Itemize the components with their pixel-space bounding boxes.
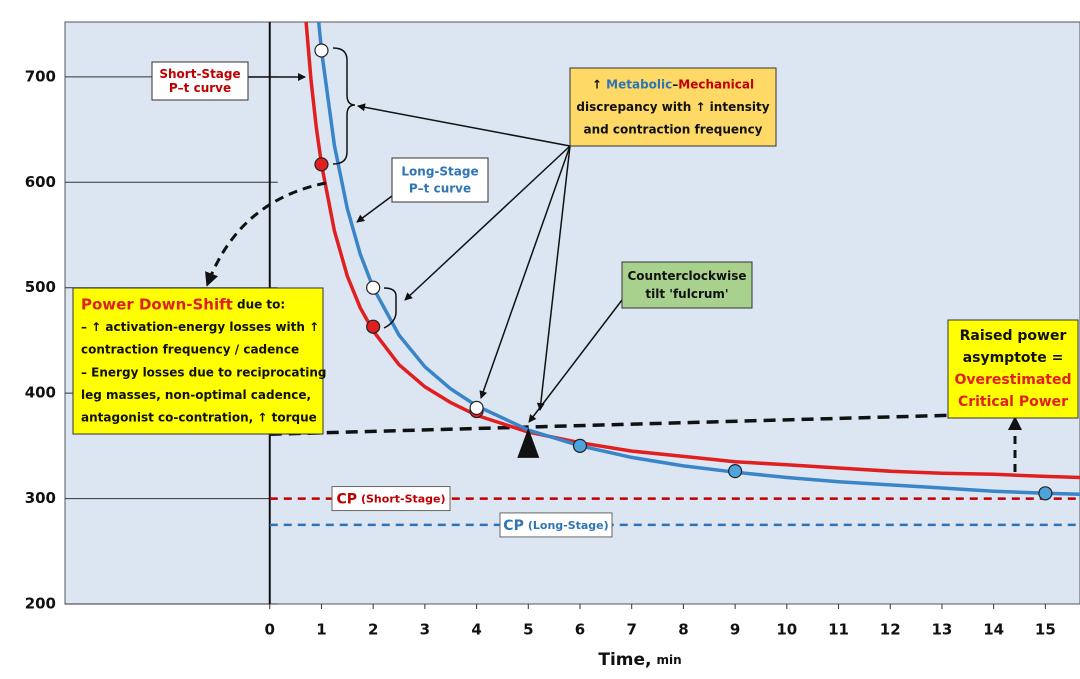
x-tick-label: 1 xyxy=(316,621,326,639)
annotation-text: – xyxy=(672,77,678,91)
x-tick-label: 7 xyxy=(626,621,636,639)
y-tick-label: 500 xyxy=(25,278,56,296)
cp-label: CP (Short-Stage) xyxy=(336,492,445,508)
annotation-text: Metabolic xyxy=(606,77,672,91)
annotation-text: contraction frequency / cadence xyxy=(81,342,299,356)
arrows xyxy=(205,47,1022,472)
x-tick-label: 0 xyxy=(265,621,275,639)
x-tick-label: 13 xyxy=(932,621,953,639)
annotation-line: Overestimated xyxy=(955,372,1072,388)
x-tick-label: 2 xyxy=(368,621,378,639)
x-tick-label: 6 xyxy=(575,621,585,639)
annotation-text: P–t curve xyxy=(169,81,231,95)
annotation-line: – ↑ activation-energy losses with ↑ xyxy=(81,320,319,334)
annotation-line: contraction frequency / cadence xyxy=(81,342,299,356)
annotation-line: P–t curve xyxy=(409,181,471,195)
x-tick-label: 3 xyxy=(420,621,430,639)
annotation-line: Critical Power xyxy=(958,394,1068,410)
y-tick-label: 600 xyxy=(25,173,56,191)
annotation-line: asymptote = xyxy=(963,350,1064,366)
annotation-box xyxy=(621,261,753,309)
annotation-text: – Energy losses due to reciprocating xyxy=(81,365,327,379)
annotation-text: Critical Power xyxy=(958,394,1068,410)
annotation-box xyxy=(72,287,324,435)
annotation-line: Long-Stage xyxy=(401,164,478,178)
annotation-text: antagonist co-contration, ↑ torque xyxy=(81,410,317,424)
annotation-text: Raised power xyxy=(960,328,1067,344)
cp-label-box xyxy=(499,512,613,538)
annotation-line: Short-Stage xyxy=(159,67,240,81)
annotation-text: and contraction frequency xyxy=(583,122,762,136)
annotation-line: discrepancy with ↑ intensity xyxy=(576,100,769,114)
x-tick-label: 8 xyxy=(678,621,688,639)
cp-label-main: CP xyxy=(503,518,524,534)
tilt-line xyxy=(269,412,989,436)
annotation-text: Long-Stage xyxy=(401,164,478,178)
annotation-line: Counterclockwise xyxy=(628,269,747,283)
y-tick-label: 700 xyxy=(25,67,56,85)
annotation-box xyxy=(391,157,489,203)
annotation-line: and contraction frequency xyxy=(583,122,762,136)
annotation-box xyxy=(569,67,777,147)
annotation-text: tilt 'fulcrum' xyxy=(645,287,728,301)
x-tick-label: 14 xyxy=(983,621,1004,639)
x-tick-label: 12 xyxy=(880,621,901,639)
x-tick-label: 5 xyxy=(523,621,533,639)
x-axis-title: Time, min xyxy=(598,650,681,670)
data-point xyxy=(366,280,381,295)
x-tick-label: 10 xyxy=(776,621,797,639)
annotation-line: tilt 'fulcrum' xyxy=(645,287,728,301)
annotation-text: discrepancy with ↑ intensity xyxy=(576,100,769,114)
cp-label-sub: (Long-Stage) xyxy=(528,519,609,532)
data-point xyxy=(366,319,381,334)
x-tick-label: 4 xyxy=(471,621,481,639)
pt-curve xyxy=(316,22,1080,497)
annotation-line: leg masses, non-optimal cadence, xyxy=(81,388,311,402)
data-point xyxy=(469,400,484,415)
x-tick-label: 15 xyxy=(1035,621,1056,639)
annotation-text: Mechanical xyxy=(678,77,754,91)
cp-label-main: CP xyxy=(336,492,357,508)
annotation-line: Raised power xyxy=(960,328,1067,344)
cp-label-box xyxy=(331,486,451,512)
cp-label: CP (Long-Stage) xyxy=(503,518,608,534)
annotation-text: Overestimated xyxy=(955,372,1072,388)
annotation-line: – Energy losses due to reciprocating xyxy=(81,365,327,379)
x-tick-label: 9 xyxy=(730,621,740,639)
annotation-box xyxy=(947,319,1079,419)
data-point xyxy=(728,464,743,479)
annotation-text: asymptote = xyxy=(963,350,1064,366)
data-point xyxy=(314,43,329,58)
annotation-box xyxy=(151,61,249,101)
y-tick-label: 200 xyxy=(25,595,56,613)
x-tick-label: 11 xyxy=(828,621,849,639)
annotation-line: ↑ Metabolic–Mechanical xyxy=(592,77,754,91)
data-point xyxy=(1038,486,1053,501)
data-point xyxy=(314,157,329,172)
annotation-line: P–t curve xyxy=(169,81,231,95)
annotation-line: Power Down-Shift due to: xyxy=(81,295,285,313)
annotation-text: Counterclockwise xyxy=(628,269,747,283)
x-axis-title-unit: min xyxy=(656,653,681,667)
annotation-text: Power Down-Shift xyxy=(81,295,233,313)
data-point xyxy=(572,438,588,453)
y-tick-label: 400 xyxy=(25,384,56,402)
x-axis-title-main: Time, xyxy=(598,650,651,670)
annotation-text: due to: xyxy=(233,297,285,311)
annotation-line: antagonist co-contration, ↑ torque xyxy=(81,410,317,424)
fulcrum xyxy=(517,427,540,458)
pt-curve xyxy=(304,22,1080,480)
annotation-text: ↑ xyxy=(592,77,606,91)
y-tick-label: 300 xyxy=(25,489,56,507)
annotation-text: – ↑ activation-energy losses with ↑ xyxy=(81,320,319,334)
cp-label-sub: (Short-Stage) xyxy=(361,493,446,506)
annotation-text: P–t curve xyxy=(409,181,471,195)
annotation-text: leg masses, non-optimal cadence, xyxy=(81,388,311,402)
annotation-text: Short-Stage xyxy=(159,67,240,81)
